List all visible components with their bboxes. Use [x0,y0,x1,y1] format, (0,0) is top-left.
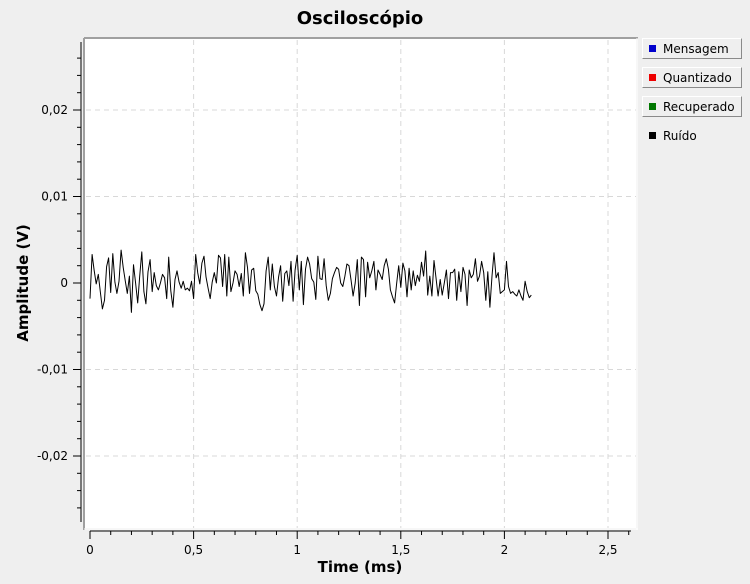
x-tick-label: 0,5 [184,543,203,557]
y-axis: 0,02 0,01 0 -0,01 -0,02 [37,42,81,522]
y-tick-label: -0,02 [37,449,68,463]
legend-swatch [649,103,656,110]
x-tick-label: 1,5 [391,543,410,557]
legend-label: Recuperado [663,100,735,114]
y-tick-label: 0,02 [41,103,68,117]
x-tick-label: 0 [86,543,94,557]
legend-swatch [649,45,656,52]
legend-label: Quantizado [663,71,732,85]
legend-item-recuperado[interactable]: Recuperado [642,96,742,117]
legend-item-mensagem[interactable]: Mensagem [642,38,742,59]
legend-item-quantizado[interactable]: Quantizado [642,67,742,88]
y-tick-label: 0 [60,276,68,290]
x-axis-label: Time (ms) [318,558,403,576]
legend-item-ru-do[interactable]: Ruído [642,125,742,146]
y-tick-label: -0,01 [37,363,68,377]
legend-label: Mensagem [663,42,729,56]
legend-swatch [649,74,656,81]
legend-swatch [649,132,656,139]
x-tick-label: 2,5 [598,543,617,557]
x-tick-label: 2 [501,543,509,557]
legend: Mensagem Quantizado Recuperado Ruído [642,38,742,154]
x-axis: 0 0,5 1 1,5 2 2,5 [86,531,631,557]
legend-label: Ruído [663,129,697,143]
y-axis-label: Amplitude (V) [14,224,32,342]
y-tick-label: 0,01 [41,190,68,204]
x-tick-label: 1 [293,543,301,557]
